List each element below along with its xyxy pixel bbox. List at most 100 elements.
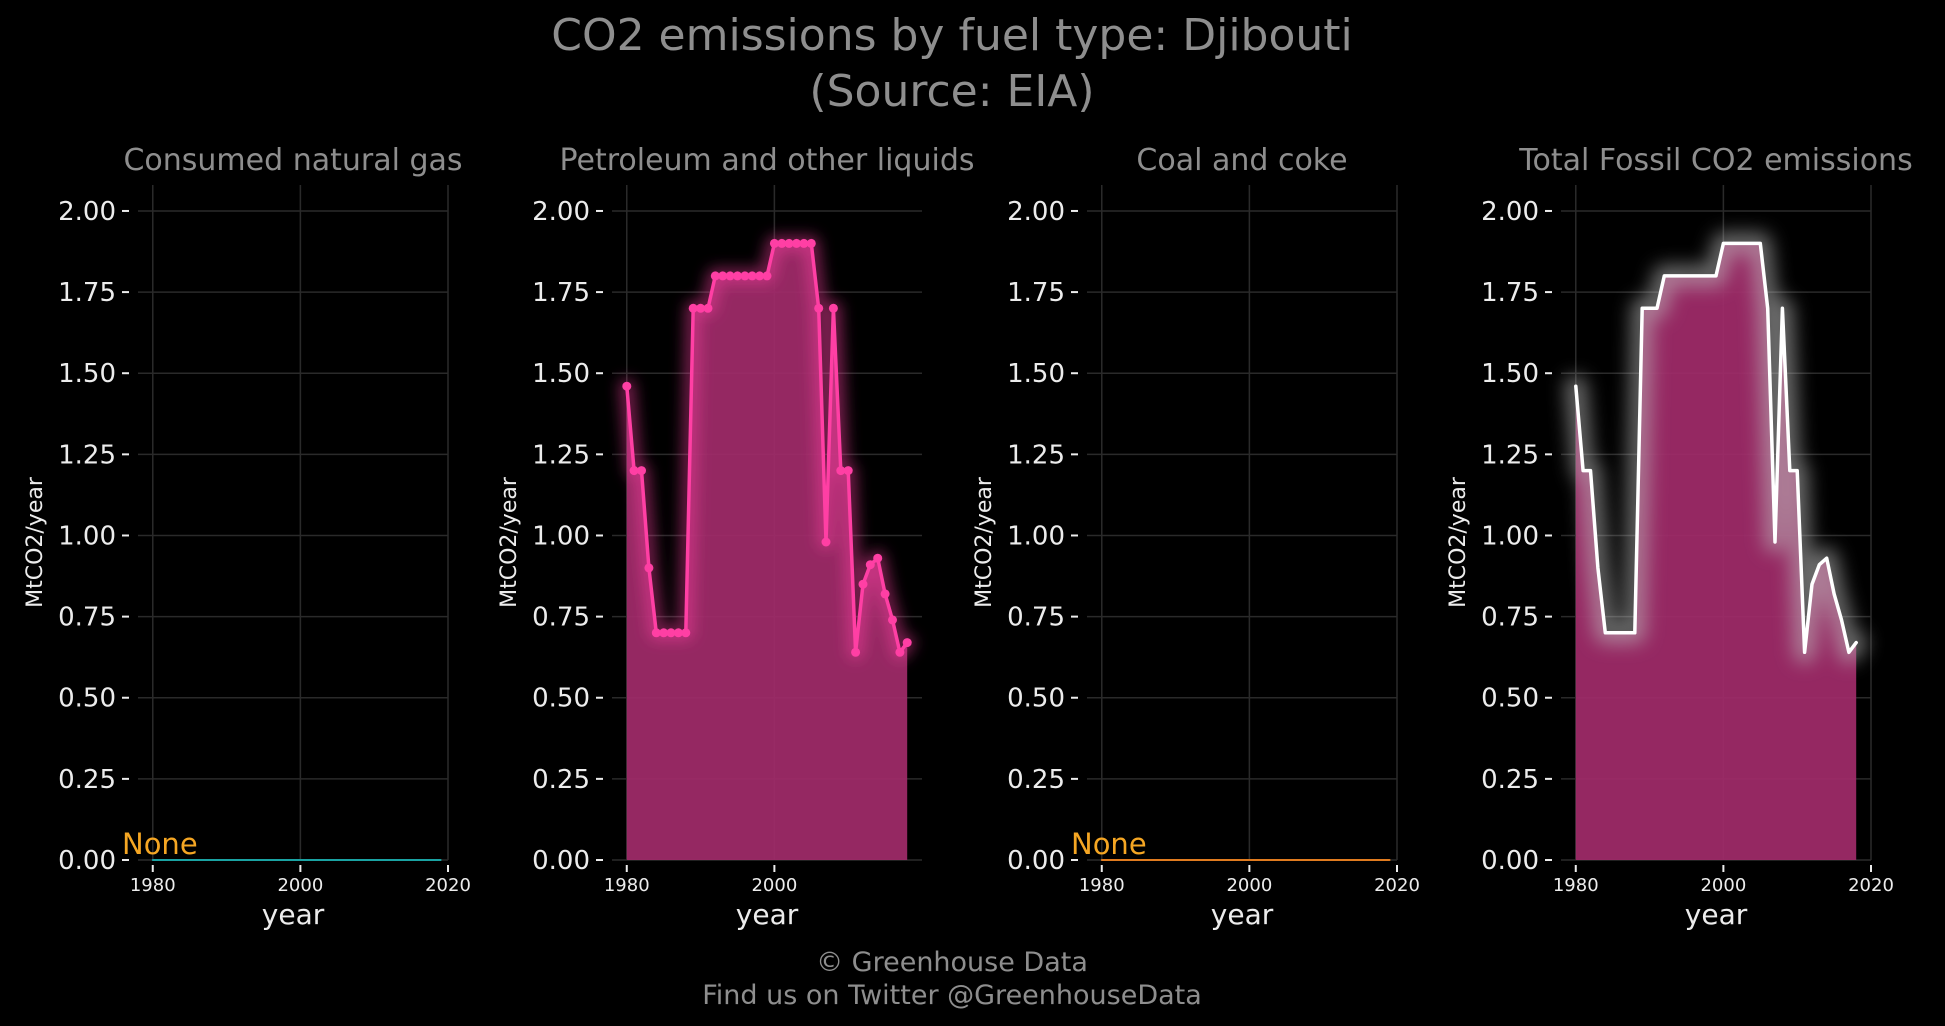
panel-title: Total Fossil CO2 emissions bbox=[1518, 143, 1912, 178]
data-point bbox=[740, 271, 750, 281]
x-tick-label: 2020 bbox=[425, 875, 471, 896]
y-tick-label: 0.75 bbox=[1007, 603, 1065, 633]
none-annotation: None bbox=[122, 827, 198, 861]
x-tick-label: 2020 bbox=[1848, 875, 1894, 896]
y-tick-label: 1.00 bbox=[58, 521, 116, 551]
data-point bbox=[792, 238, 801, 248]
y-tick-label: 0.00 bbox=[1007, 846, 1065, 876]
grid-natural-gas bbox=[138, 185, 449, 861]
data-point bbox=[666, 628, 676, 638]
data-point bbox=[828, 303, 838, 313]
y-axis-label: MtCO2/year bbox=[497, 476, 522, 608]
data-point bbox=[622, 381, 632, 391]
y-tick-label: 1.00 bbox=[1481, 521, 1539, 551]
y-tick-label: 1.50 bbox=[532, 359, 590, 389]
data-point bbox=[673, 628, 683, 638]
y-tick-label: 1.25 bbox=[1007, 440, 1065, 470]
y-tick-label: 2.00 bbox=[1007, 197, 1065, 227]
footer-copyright: © Greenhouse Data bbox=[816, 947, 1088, 978]
x-axis-label: year bbox=[1685, 898, 1748, 931]
data-point bbox=[629, 466, 639, 476]
y-tick-label: 0.75 bbox=[58, 603, 116, 633]
data-point bbox=[747, 271, 757, 281]
series-line-total bbox=[1574, 241, 1858, 655]
data-point bbox=[902, 638, 912, 648]
y-tick-label: 0.75 bbox=[532, 603, 590, 633]
y-tick-label: 1.25 bbox=[1481, 440, 1539, 470]
data-point bbox=[718, 271, 728, 281]
y-tick-label: 1.25 bbox=[58, 440, 116, 470]
panel-coal: 0.00 0.25 0.50 0.75 1.00 1.25 1.50 1.75 2.00 1980… bbox=[972, 143, 1420, 931]
x-tick-label: 2000 bbox=[751, 875, 797, 896]
data-point bbox=[865, 560, 875, 570]
y-tick-label: 2.00 bbox=[532, 197, 590, 227]
y-tick-label: 0.00 bbox=[58, 846, 116, 876]
data-point bbox=[777, 238, 787, 248]
data-point bbox=[703, 303, 713, 313]
x-axis-natural-gas: 1980 2000 2020 bbox=[130, 865, 471, 896]
data-point bbox=[681, 628, 691, 638]
x-tick-label: 2000 bbox=[1226, 875, 1272, 896]
y-axis-natural-gas: 0.00 0.25 0.50 0.75 1.00 1.25 1.50 1.75 2.00 bbox=[58, 197, 129, 876]
data-point bbox=[821, 537, 831, 547]
y-tick-label: 2.00 bbox=[58, 197, 116, 227]
data-point bbox=[769, 238, 779, 248]
y-tick-label: 0.50 bbox=[532, 684, 590, 714]
y-tick-label: 1.50 bbox=[1007, 359, 1065, 389]
panel-total: 0.00 0.25 0.50 0.75 1.00 1.25 1.50 1.75 2.00 1980… bbox=[1446, 143, 1913, 931]
data-point bbox=[644, 563, 654, 573]
y-axis-coal: 0.00 0.25 0.50 0.75 1.00 1.25 1.50 1.75 2.00 bbox=[1007, 197, 1078, 876]
data-point bbox=[784, 238, 794, 248]
y-tick-label: 0.50 bbox=[1007, 684, 1065, 714]
x-tick-label: 1980 bbox=[604, 875, 650, 896]
y-axis-label: MtCO2/year bbox=[1446, 476, 1471, 608]
y-tick-label: 0.25 bbox=[532, 765, 590, 795]
data-point bbox=[858, 579, 868, 589]
data-point bbox=[710, 271, 720, 281]
x-axis-coal: 1980 2000 2020 bbox=[1079, 865, 1420, 896]
data-point bbox=[755, 271, 765, 281]
y-tick-label: 0.00 bbox=[532, 846, 590, 876]
figure-title-line1: CO2 emissions by fuel type: Djibouti bbox=[551, 10, 1353, 61]
data-point bbox=[696, 303, 706, 313]
panel-natural-gas: 0.00 0.25 0.50 0.75 1.00 1.25 1.50 1.75 2.00 1980… bbox=[23, 143, 471, 931]
y-tick-label: 1.75 bbox=[1481, 278, 1539, 308]
x-tick-label: 2000 bbox=[1700, 875, 1746, 896]
footer-twitter: Find us on Twitter @GreenhouseData bbox=[702, 980, 1202, 1011]
data-point bbox=[888, 615, 897, 625]
y-tick-label: 1.75 bbox=[1007, 278, 1065, 308]
x-tick-label: 2020 bbox=[1374, 875, 1420, 896]
x-tick-label: 1980 bbox=[1553, 875, 1599, 896]
figure-title-line2: (Source: EIA) bbox=[809, 66, 1094, 117]
y-axis-total: 0.00 0.25 0.50 0.75 1.00 1.25 1.50 1.75 2.00 bbox=[1481, 197, 1552, 876]
data-point bbox=[843, 466, 853, 476]
panels: 0.00 0.25 0.50 0.75 1.00 1.25 1.50 1.75 2.00 1980… bbox=[23, 143, 1913, 931]
y-axis-petroleum: 0.00 0.25 0.50 0.75 1.00 1.25 1.50 1.75 2.00 bbox=[532, 197, 603, 876]
x-tick-label: 2000 bbox=[277, 875, 323, 896]
y-tick-label: 0.25 bbox=[1007, 765, 1065, 795]
x-axis-label: year bbox=[1211, 898, 1274, 931]
data-point bbox=[659, 628, 669, 638]
y-tick-label: 0.75 bbox=[1481, 603, 1539, 633]
data-point bbox=[806, 238, 816, 248]
y-tick-label: 0.50 bbox=[1481, 684, 1539, 714]
y-tick-label: 1.00 bbox=[1007, 521, 1065, 551]
y-tick-label: 1.50 bbox=[1481, 359, 1539, 389]
data-point bbox=[836, 466, 846, 476]
y-tick-label: 1.25 bbox=[532, 440, 590, 470]
panel-title: Petroleum and other liquids bbox=[559, 143, 974, 178]
y-tick-label: 1.75 bbox=[532, 278, 590, 308]
data-point bbox=[733, 271, 742, 281]
data-point bbox=[880, 589, 890, 599]
y-tick-label: 0.25 bbox=[1481, 765, 1539, 795]
panel-petroleum: 0.00 0.25 0.50 0.75 1.00 1.25 1.50 1.75 2.00 1980… bbox=[497, 143, 975, 931]
x-tick-label: 1980 bbox=[130, 875, 176, 896]
x-axis-total: 1980 2000 2020 bbox=[1553, 865, 1894, 896]
x-axis-label: year bbox=[736, 898, 799, 931]
x-axis-petroleum: 1980 2000 bbox=[604, 865, 797, 896]
x-axis-label: year bbox=[262, 898, 325, 931]
panel-title: Coal and coke bbox=[1136, 143, 1347, 178]
data-point bbox=[873, 553, 883, 563]
y-tick-label: 1.00 bbox=[532, 521, 590, 551]
